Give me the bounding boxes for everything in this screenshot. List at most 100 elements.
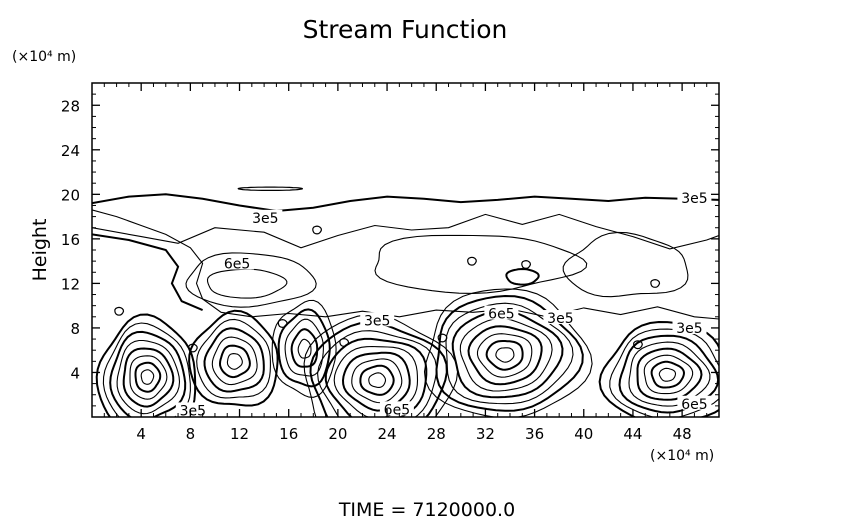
time-footer: TIME = 7120000.0 (338, 499, 515, 519)
contour-small-loop (521, 259, 532, 270)
vortex-contour (650, 360, 686, 389)
contour-label: 3e5 (676, 321, 702, 337)
vortex-contour (467, 325, 543, 386)
vortex-contour (658, 367, 677, 382)
contour-streak (237, 186, 303, 191)
vortex-contour (317, 330, 437, 417)
contour-label-bg (175, 402, 210, 417)
vortex-contour (459, 317, 553, 392)
contour-label: 6e5 (681, 397, 707, 413)
contour-label-bg (543, 310, 578, 325)
vortex-contour (643, 354, 694, 395)
x-tick-label: 16 (279, 425, 298, 443)
vortex-contour (277, 308, 331, 388)
vortex-contour (188, 309, 279, 407)
x-tick-label: 32 (476, 425, 495, 443)
contour-mid (562, 231, 689, 298)
contour-label-bg (248, 209, 283, 224)
chart-title: Stream Function (303, 15, 508, 44)
x-tick-label: 12 (230, 425, 249, 443)
contour-field (92, 186, 719, 417)
vortex-contour (598, 320, 719, 417)
y-tick-label: 4 (70, 364, 80, 382)
contour-thin (92, 209, 719, 320)
vortex-contour (140, 369, 155, 385)
vortex-contour (196, 318, 271, 399)
contour-label: 6e5 (384, 402, 410, 418)
contour-small-cell (505, 267, 540, 286)
x-tick-label: 36 (525, 425, 544, 443)
vortex-contour (134, 361, 162, 393)
contour-small-loop (633, 340, 643, 350)
contour-small-loop (467, 256, 477, 266)
x-tick-label: 4 (136, 425, 146, 443)
vortex-contour (129, 355, 168, 400)
x-tick-label: 8 (186, 425, 196, 443)
vortex-contour (226, 353, 243, 370)
vortex-contour (368, 372, 387, 388)
x-tick-label: 24 (378, 425, 397, 443)
vortex-contour (218, 344, 251, 379)
y-tick-label: 28 (61, 97, 80, 115)
y-tick-label: 20 (61, 186, 80, 204)
contour-label: 3e5 (681, 191, 707, 207)
y-axis-unit: (×10⁴ m) (12, 49, 76, 65)
vortex-contour (284, 318, 324, 377)
contour-label: 6e5 (488, 307, 514, 323)
contour-small-loop (437, 333, 448, 343)
vortex-contour (351, 358, 403, 404)
contour-label-bg (484, 305, 519, 320)
contour-thin (92, 213, 719, 250)
vortex-contour (116, 339, 181, 415)
y-tick-label: 16 (61, 231, 80, 249)
vortex-contour (297, 338, 312, 359)
x-axis-unit: (×10⁴ m) (650, 448, 714, 464)
contour-labels: 3e5 3e5 6e5 3e5 6e5 3e5 3e5 3e5 6e5 6e5 (175, 189, 712, 419)
vortex-contour (485, 340, 524, 371)
contour-small-loop (312, 225, 323, 235)
contour-mid (374, 234, 588, 294)
vortex-contour (271, 299, 337, 398)
y-tick-label: 8 (70, 320, 80, 338)
vortex-contour (95, 313, 197, 417)
contour-label: 3e5 (364, 313, 390, 329)
vortex-contour (309, 321, 448, 417)
vortex-contour (102, 322, 191, 417)
x-axis: 4 8 12 16 20 24 28 32 36 40 44 48 (103, 83, 708, 443)
contour-6e5-upper (185, 252, 317, 308)
contour-small-loop (114, 306, 125, 316)
contour-label-bg (360, 312, 395, 327)
x-tick-label: 48 (673, 425, 692, 443)
vortex-contour (451, 309, 564, 399)
contour-3e5-upper (92, 193, 719, 213)
contour-label: 3e5 (180, 403, 206, 419)
contour-3e5 (92, 233, 203, 312)
contour-label-bg (677, 395, 712, 410)
x-tick-label: 28 (427, 425, 446, 443)
contour-label-bg (677, 189, 712, 204)
vortex-contour (423, 288, 593, 417)
contour-label: 3e5 (547, 311, 573, 327)
contour-label-bg (220, 255, 255, 270)
vortex-contour (636, 347, 703, 401)
y-axis: 4 8 12 16 20 24 28 (61, 93, 719, 407)
vortex-contour (435, 294, 584, 412)
contour-inner (206, 268, 288, 299)
contour-label: 3e5 (252, 211, 278, 227)
y-tick-label: 12 (61, 275, 80, 293)
y-tick-label: 24 (61, 142, 80, 160)
x-tick-label: 40 (574, 425, 593, 443)
contour-small-loop (339, 337, 350, 348)
vortex-contour (211, 336, 258, 386)
contour-label-bg (672, 320, 707, 335)
x-tick-label: 20 (328, 425, 347, 443)
contour-label: 6e5 (224, 256, 250, 272)
vortex-contour (609, 328, 719, 417)
vortex-contour (445, 302, 574, 405)
vortex-contour (495, 347, 515, 363)
contour-small-loop (277, 318, 288, 329)
vortex-contour (203, 327, 265, 393)
vortex-contour (359, 364, 395, 396)
vortex-contour (476, 333, 533, 378)
